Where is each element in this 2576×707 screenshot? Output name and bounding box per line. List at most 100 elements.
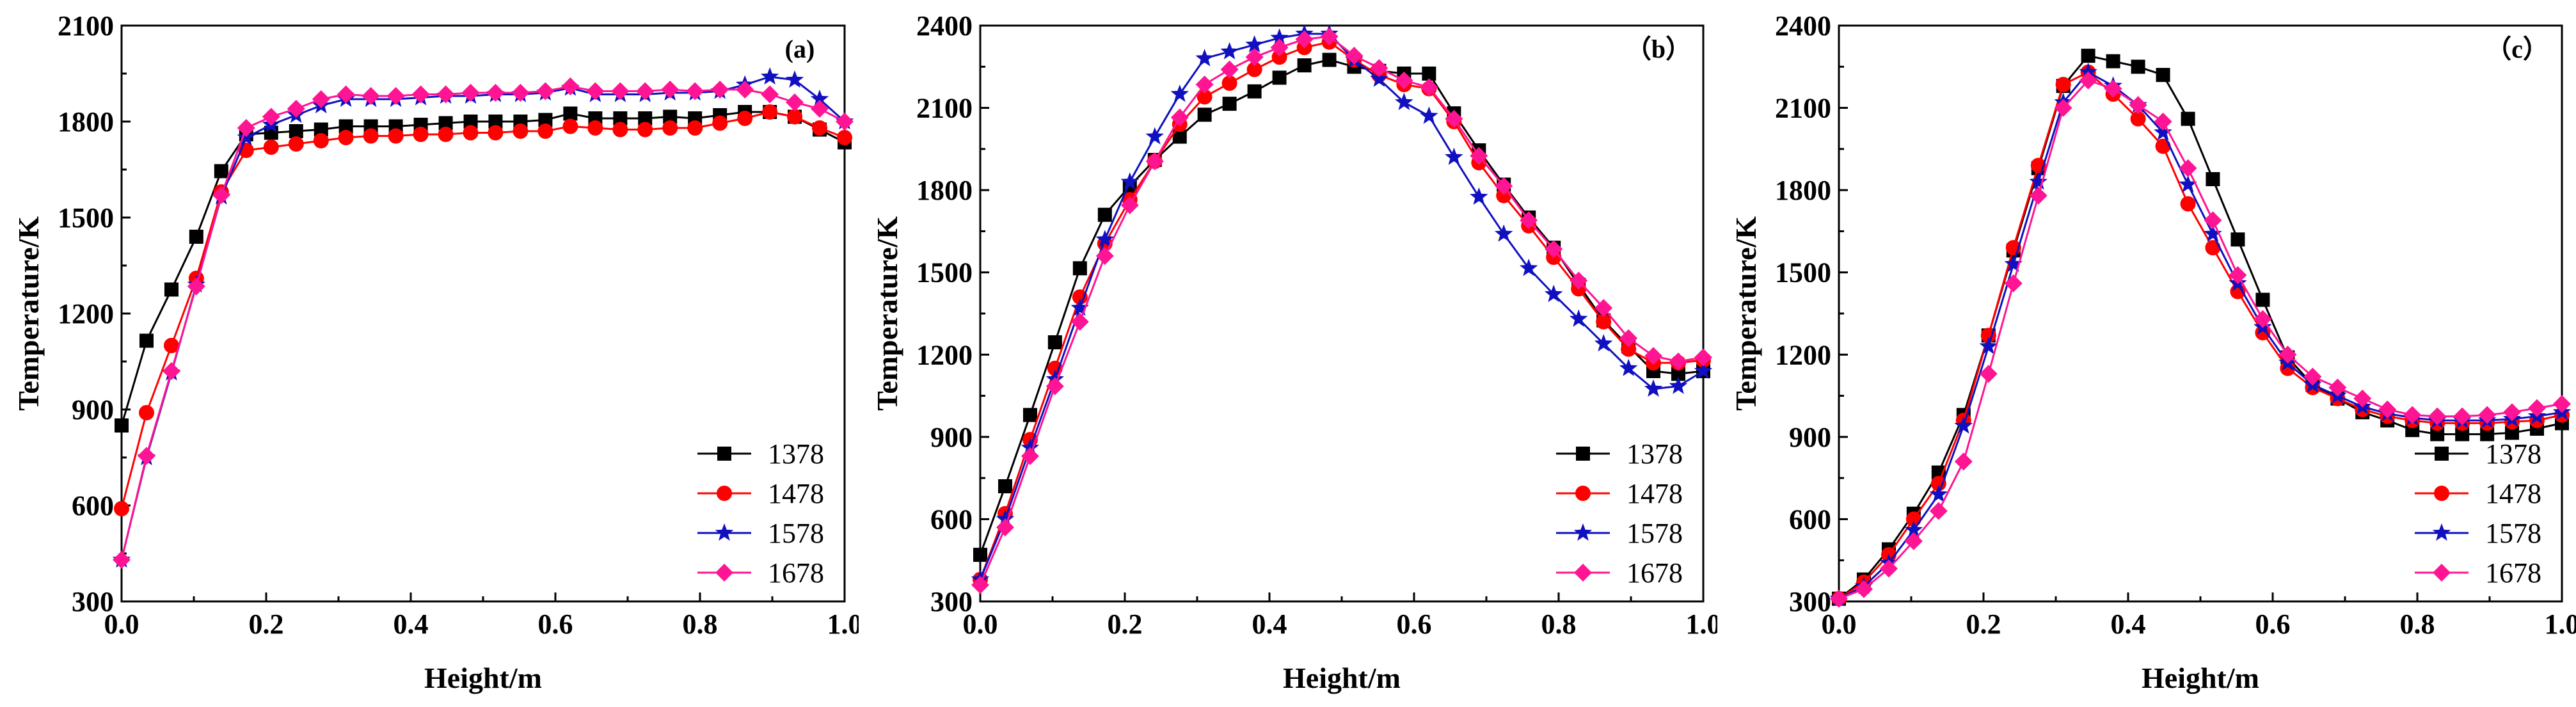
x-tick-label: 0.6 [1397,608,1432,640]
data-point-1578 [2154,123,2172,141]
data-point-1678 [1570,271,1588,290]
series-line-1478 [979,41,1704,580]
data-point-1378 [115,418,129,433]
data-point-1678 [1879,559,1898,578]
data-point-1678 [113,551,131,569]
x-tick-label: 1.0 [827,608,859,640]
x-axis-title: Height/m [424,662,542,694]
data-point-1578 [1929,484,1948,502]
data-point-1678 [811,100,829,118]
data-point-1678 [2229,266,2247,284]
data-point-1378 [2505,425,2520,440]
data-point-1578 [1095,230,1115,248]
data-point-1478 [762,104,778,120]
data-point-1378 [314,122,328,137]
data-point-1378 [1422,67,1436,81]
data-point-1578 [1470,187,1488,205]
legend-label-1378: 1378 [2485,438,2541,470]
data-point-1378 [538,113,553,127]
data-point-1578 [1270,28,1289,46]
data-point-1378 [1322,52,1337,67]
data-point-1478 [737,111,753,126]
data-point-1678 [162,362,180,380]
data-point-1678 [561,77,580,95]
data-point-1678 [411,85,430,104]
data-point-1378 [164,282,179,297]
plot-frame [1838,24,2563,603]
data-point-1678 [1021,447,1039,465]
y-tick-label: 600 [72,490,114,521]
data-point-1478 [812,120,828,136]
data-point-1678 [1954,452,1973,471]
data-point-1678 [1320,28,1339,46]
data-point-1478 [2055,77,2071,93]
data-point-1678 [1644,347,1663,365]
legend-label-1378: 1378 [768,438,824,470]
y-tick-label: 1200 [1775,339,1831,370]
data-point-1378 [214,164,228,179]
data-point-1578 [1569,309,1588,327]
data-point-1678 [1220,60,1239,79]
data-point-1378 [973,548,987,562]
data-point-1678 [2278,346,2297,364]
x-tick-label: 0.6 [538,608,573,640]
data-point-1478 [1271,49,1287,65]
data-point-1378 [2131,60,2145,74]
y-tick-label: 2400 [1775,10,1831,42]
data-point-1478 [413,127,429,142]
data-point-1678 [2353,389,2372,408]
series-line-1378 [120,111,845,426]
data-point-1378 [1671,367,1686,381]
y-tick-label: 1500 [58,202,114,234]
data-point-1578 [996,509,1015,527]
data-point-1478 [513,123,529,139]
y-tick-label: 1800 [916,175,973,206]
data-point-1478 [2205,240,2221,256]
data-point-1678 [2054,99,2072,117]
y-tick-label: 900 [930,422,973,453]
data-point-1678 [2104,79,2122,98]
x-tick-label: 0.2 [1966,608,2001,640]
data-point-1678 [536,82,555,100]
data-point-1478 [1930,475,1946,491]
data-point-1478 [1246,61,1262,77]
data-point-1678 [2204,211,2222,230]
data-point-1578 [1644,379,1663,397]
data-point-1378 [139,333,154,348]
data-point-1578 [1594,334,1613,352]
data-point-1578 [1979,337,1998,354]
y-tick-label: 2100 [58,10,114,42]
data-point-1678 [386,87,405,105]
data-point-1478 [388,128,404,144]
legend-marker-1478 [717,486,732,501]
panel-label: （c） [2486,35,2548,63]
data-point-1678 [1395,71,1413,90]
data-point-1478 [1621,341,1637,357]
data-point-1678 [1195,75,1214,94]
data-point-1478 [837,130,852,145]
y-tick-label: 600 [1789,504,1831,535]
data-point-1678 [1070,312,1089,331]
data-point-1678 [1929,502,1948,520]
series-1378 [1832,49,2569,606]
data-point-1578 [1619,358,1638,376]
data-point-1478 [712,115,728,131]
y-tick-label: 600 [930,504,973,535]
legend: 1378 1478 1578 1678 [2415,438,2541,589]
data-point-1378 [663,109,678,124]
data-point-1678 [2154,113,2172,131]
data-point-1578 [1395,93,1413,111]
data-point-1478 [662,120,678,136]
data-point-1378 [2181,111,2195,126]
data-point-1478 [537,123,553,139]
data-point-1578 [1669,376,1688,394]
data-point-1678 [1145,152,1164,171]
data-point-1678 [1904,532,1923,550]
x-tick-label: 1.0 [2545,608,2576,640]
data-point-1478 [263,139,279,155]
data-point-1678 [996,518,1014,537]
data-point-1578 [1220,42,1239,60]
data-point-1378 [1047,335,1062,349]
data-point-1578 [1195,49,1214,67]
